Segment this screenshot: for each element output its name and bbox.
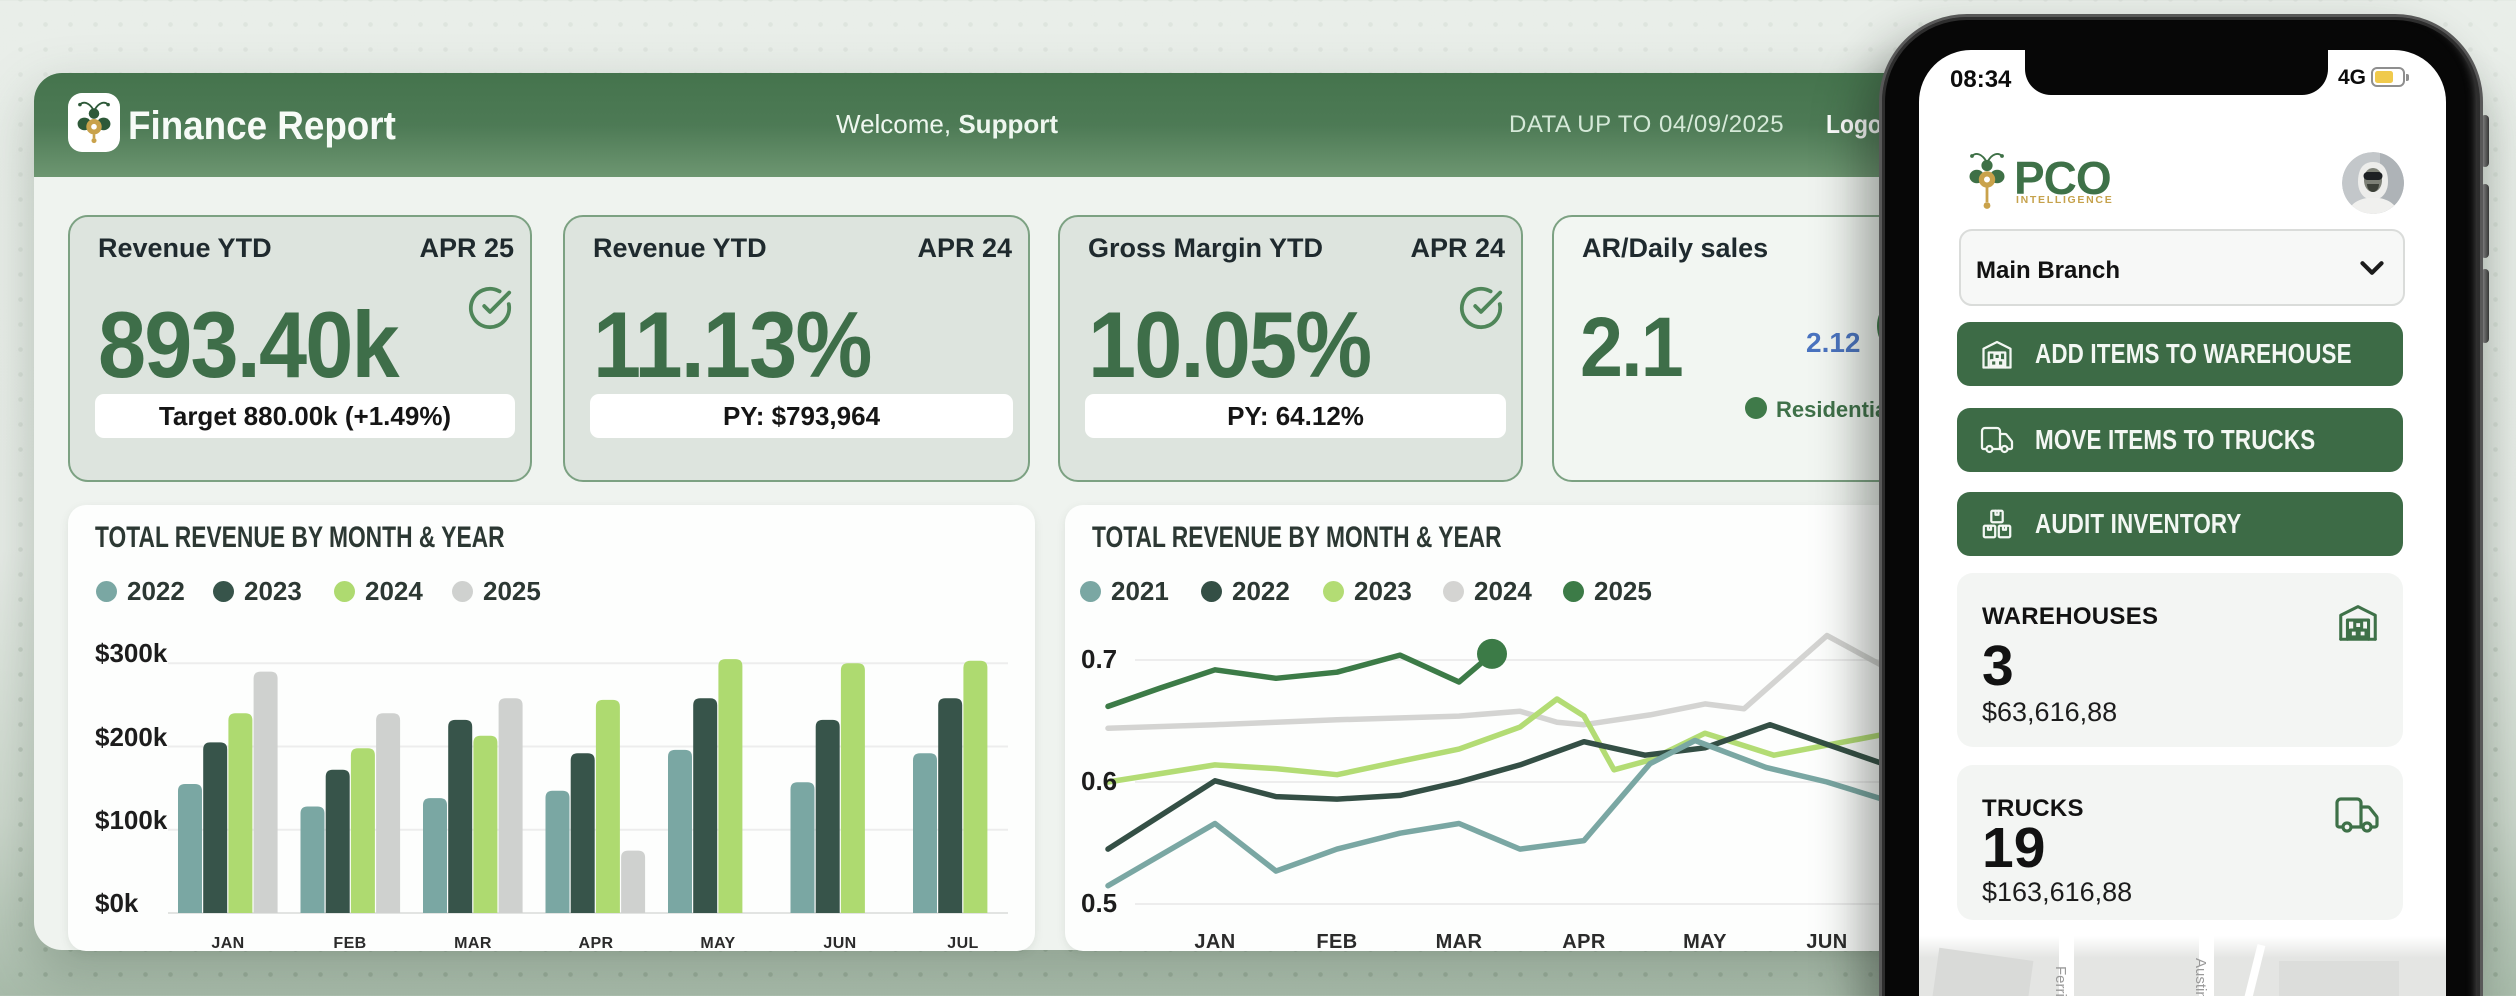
svg-text:$300k: $300k <box>95 638 168 668</box>
svg-text:MAR: MAR <box>454 935 492 951</box>
svg-text:JAN: JAN <box>211 935 244 951</box>
svg-text:$100k: $100k <box>95 805 168 835</box>
svg-text:$0k: $0k <box>95 888 139 918</box>
svg-text:0.6: 0.6 <box>1081 766 1117 796</box>
svg-text:MAR: MAR <box>1436 931 1483 951</box>
svg-text:0.7: 0.7 <box>1081 644 1117 674</box>
svg-text:JUL: JUL <box>947 935 978 951</box>
svg-text:$200k: $200k <box>95 722 168 752</box>
svg-text:FEB: FEB <box>1316 931 1357 951</box>
svg-text:JUN: JUN <box>823 935 856 951</box>
svg-text:FEB: FEB <box>333 935 366 951</box>
svg-text:MAY: MAY <box>700 935 735 951</box>
svg-text:0.5: 0.5 <box>1081 888 1117 918</box>
svg-text:JUN: JUN <box>1806 931 1847 951</box>
svg-text:APR: APR <box>1562 931 1606 951</box>
svg-text:APR: APR <box>579 935 614 951</box>
svg-text:JAN: JAN <box>1194 931 1235 951</box>
svg-text:MAY: MAY <box>1683 931 1727 951</box>
